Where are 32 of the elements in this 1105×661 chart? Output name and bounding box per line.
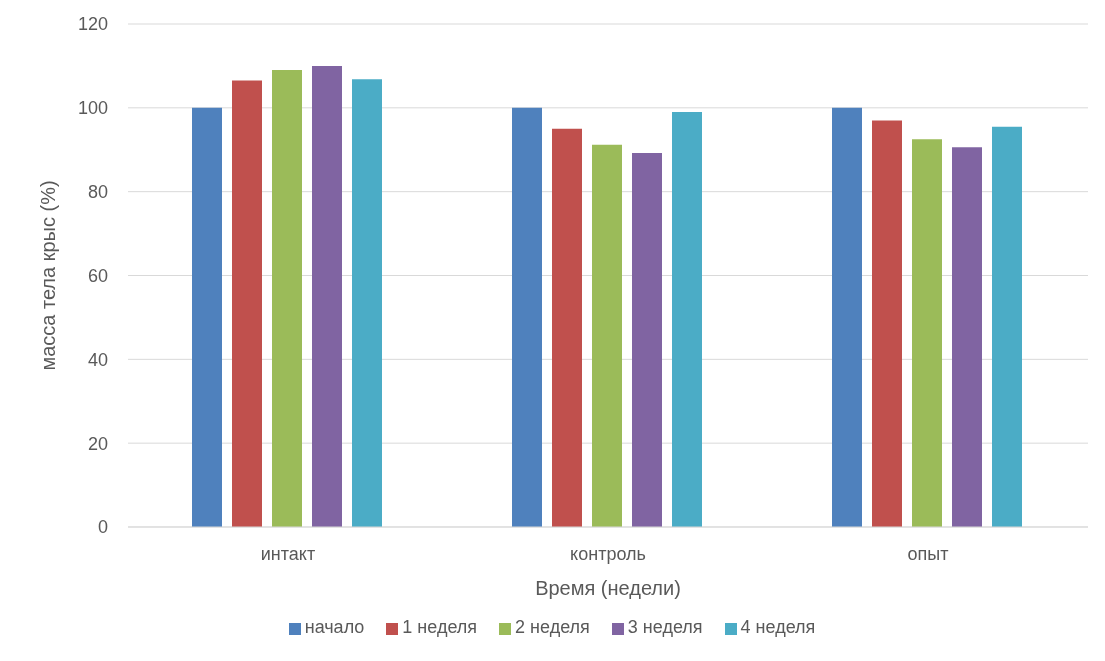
- bar: [552, 128, 582, 527]
- bar: [232, 80, 262, 527]
- bar: [592, 144, 622, 527]
- bar: [672, 112, 702, 527]
- x-tick-label: контроль: [570, 543, 646, 564]
- bar: [952, 147, 982, 527]
- legend-label: 1 неделя: [402, 617, 478, 637]
- legend-label: 3 неделя: [627, 617, 703, 637]
- y-tick-label: 60: [87, 265, 108, 286]
- bar: [632, 153, 662, 527]
- bar: [512, 107, 542, 527]
- x-tick-label: опыт: [907, 543, 949, 564]
- legend-label: 2 неделя: [515, 617, 590, 637]
- y-tick-label: 20: [87, 433, 108, 454]
- legend-label: начало: [304, 617, 365, 637]
- legend-label: 4 неделя: [740, 617, 816, 637]
- bar: [312, 65, 342, 527]
- bar: [872, 120, 902, 527]
- bar: [992, 126, 1022, 527]
- bar: [352, 79, 382, 527]
- y-tick-label: 40: [87, 349, 108, 370]
- bar: [912, 139, 942, 527]
- bar: [192, 107, 222, 527]
- y-tick-label: 120: [77, 14, 108, 35]
- x-axis-title: Время (недели): [535, 577, 681, 599]
- y-tick-label: 0: [97, 517, 108, 538]
- y-tick-label: 80: [87, 182, 108, 203]
- y-axis-title: масса тела крыс (%): [37, 180, 60, 371]
- bar: [272, 70, 302, 527]
- y-tick-label: 100: [77, 98, 108, 119]
- x-tick-label: интакт: [260, 543, 316, 564]
- bar: [832, 107, 862, 527]
